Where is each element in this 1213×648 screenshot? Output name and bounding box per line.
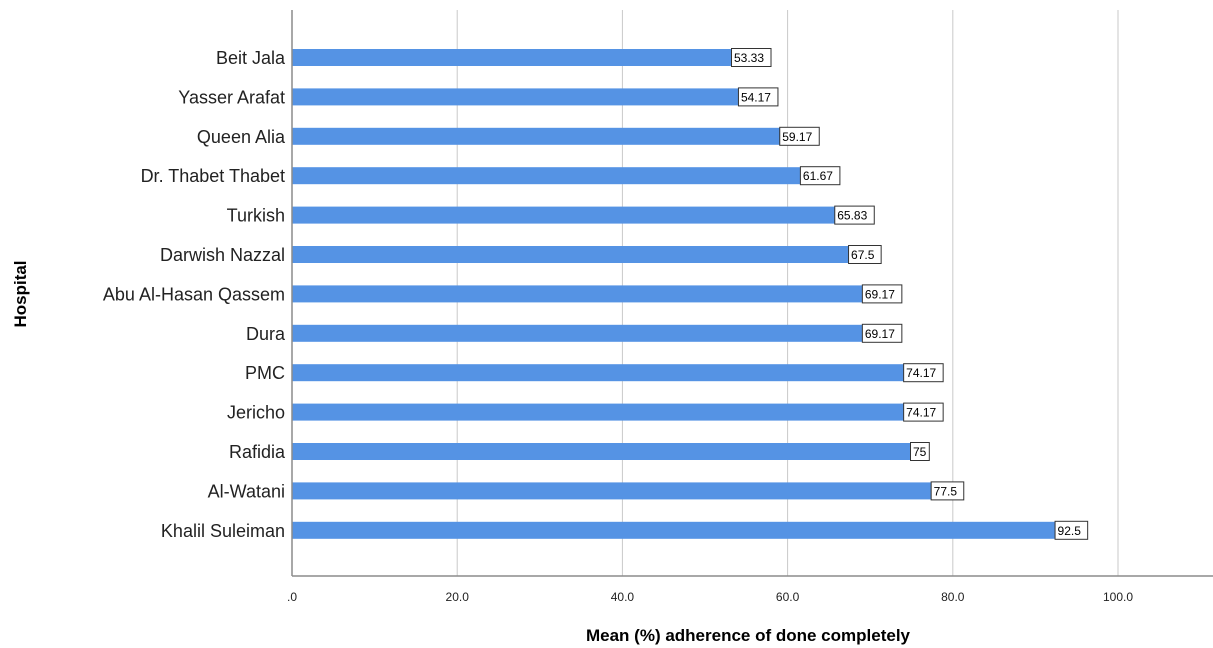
category-label: Dura [246, 324, 286, 344]
data-label: 75 [913, 445, 927, 459]
data-label: 53.33 [734, 51, 764, 65]
bar [292, 364, 905, 382]
x-tick-label: .0 [287, 590, 297, 604]
bar [292, 521, 1057, 539]
data-label-box [779, 126, 820, 146]
data-label: 54.17 [741, 90, 771, 104]
data-label-box [737, 87, 779, 107]
category-label: Abu Al-Hasan Qassem [103, 284, 285, 304]
data-label-box [834, 205, 875, 225]
data-label: 69.17 [865, 327, 895, 341]
bar [292, 443, 912, 460]
bar [292, 482, 933, 500]
x-tick-label: 100.0 [1103, 590, 1133, 604]
data-label-box [910, 442, 930, 461]
data-label: 67.5 [851, 248, 875, 262]
data-label-box [930, 481, 965, 501]
data-label-box [861, 323, 903, 343]
category-label: Queen Alia [197, 127, 286, 147]
data-label-box [848, 245, 882, 264]
bar [292, 127, 781, 145]
category-label: Jericho [227, 403, 285, 423]
x-tick-label: 80.0 [941, 590, 965, 604]
data-label-box [903, 402, 944, 422]
category-label: Rafidia [229, 442, 286, 462]
bar [292, 403, 905, 421]
bar [292, 285, 864, 303]
data-label: 74.17 [906, 406, 936, 420]
category-label: Khalil Suleiman [161, 521, 285, 541]
x-axis-title: Mean (%) adherence of done completely [586, 626, 911, 645]
data-label-box [799, 166, 841, 186]
data-label: 69.17 [865, 287, 895, 301]
category-label: Dr. Thabet Thabet [141, 166, 285, 186]
labels: .0 20.0 40.0 60.0 80.0 100.0 Beit Jala 53.33 Yas… [103, 48, 1133, 604]
data-label: 59.17 [782, 130, 812, 144]
bar [292, 167, 802, 185]
category-label: Beit Jala [216, 48, 286, 68]
bar [292, 49, 733, 66]
x-tick-label: 60.0 [776, 590, 800, 604]
category-label: PMC [245, 363, 285, 383]
data-label: 92.5 [1058, 524, 1082, 538]
bar [292, 206, 836, 224]
y-axis-title: Hospital [11, 260, 30, 327]
bar [292, 88, 740, 106]
bar [292, 324, 864, 342]
axes [291, 10, 1213, 577]
data-label-box [903, 363, 944, 383]
data-label: 74.17 [906, 366, 936, 380]
bar [292, 246, 850, 263]
bars [292, 49, 1057, 539]
x-tick-label: 20.0 [446, 590, 470, 604]
category-label: Turkish [227, 206, 285, 226]
category-label: Yasser Arafat [178, 87, 285, 107]
x-tick-label: 40.0 [611, 590, 635, 604]
data-label: 61.67 [803, 169, 833, 183]
data-label-box [1054, 520, 1089, 540]
data-label-box [731, 48, 772, 67]
category-label: Darwish Nazzal [160, 245, 285, 265]
data-label: 65.83 [837, 209, 867, 223]
category-label: Al-Watani [208, 481, 285, 501]
data-label-box [861, 284, 903, 304]
data-label: 77.5 [934, 484, 958, 498]
